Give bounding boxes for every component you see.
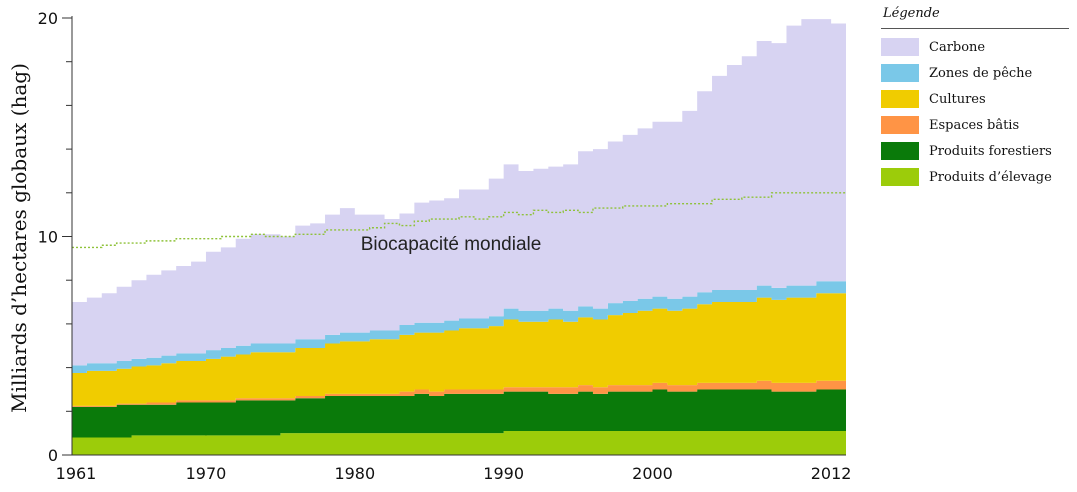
legend-swatch: [881, 116, 919, 134]
y-tick-label: 10: [38, 228, 58, 247]
area-espaces-batis: [72, 380, 846, 407]
biocapacity-line: [72, 192, 846, 249]
x-tick-label: 1980: [334, 464, 375, 483]
legend-item-carbone: Carbone: [881, 34, 1069, 60]
legend-label: Produits forestiers: [929, 143, 1052, 159]
legend-item-zones-de-peche: Zones de pêche: [881, 60, 1069, 86]
legend-label: Cultures: [929, 91, 986, 107]
biocapacity-label: Biocapacité mondiale: [361, 234, 542, 255]
legend-swatch: [881, 64, 919, 82]
legend-label: Carbone: [929, 39, 986, 55]
area-zones-de-peche: [72, 281, 846, 374]
legend-swatch: [881, 38, 919, 56]
x-tick-label: 2012: [811, 464, 852, 483]
tick-labels: 0 10 20 1961 1970 1980 1990 2000 2012: [38, 9, 852, 483]
y-axis-label: Milliards d’hectares globaux (hag): [7, 63, 31, 413]
area-produits-d-elevage: [72, 430, 846, 455]
legend-item-cultures: Cultures: [881, 86, 1069, 112]
x-tick-label: 2000: [632, 464, 673, 483]
x-tick-label: 1990: [483, 464, 524, 483]
legend-item-espaces-batis: Espaces bâtis: [881, 112, 1069, 138]
area-carbone: [72, 19, 846, 366]
y-tick-label: 0: [48, 446, 58, 465]
stacked-areas: [72, 19, 846, 455]
x-tick-label: 1961: [56, 464, 97, 483]
legend-swatch: [881, 142, 919, 160]
legend-swatch: [881, 90, 919, 108]
legend-swatch: [881, 168, 919, 186]
x-tick-label: 1970: [186, 464, 227, 483]
y-tick-label: 20: [38, 9, 58, 28]
legend-label: Espaces bâtis: [929, 117, 1020, 133]
axes: [71, 16, 846, 456]
legend-title: Légende: [881, 6, 1069, 29]
biocapacity-line-layer: [72, 192, 846, 249]
legend: Légende Carbone Zones de pêche Cultures Esp…: [881, 6, 1069, 190]
legend-label: Zones de pêche: [929, 65, 1033, 81]
area-produits-forestiers: [72, 389, 846, 438]
legend-item-produits-d-elevage: Produits d’élevage: [881, 164, 1069, 190]
area-cultures: [72, 293, 846, 406]
legend-item-produits-forestiers: Produits forestiers: [881, 138, 1069, 164]
legend-items: Carbone Zones de pêche Cultures Espaces bât…: [881, 34, 1069, 190]
legend-label: Produits d’élevage: [929, 169, 1052, 185]
